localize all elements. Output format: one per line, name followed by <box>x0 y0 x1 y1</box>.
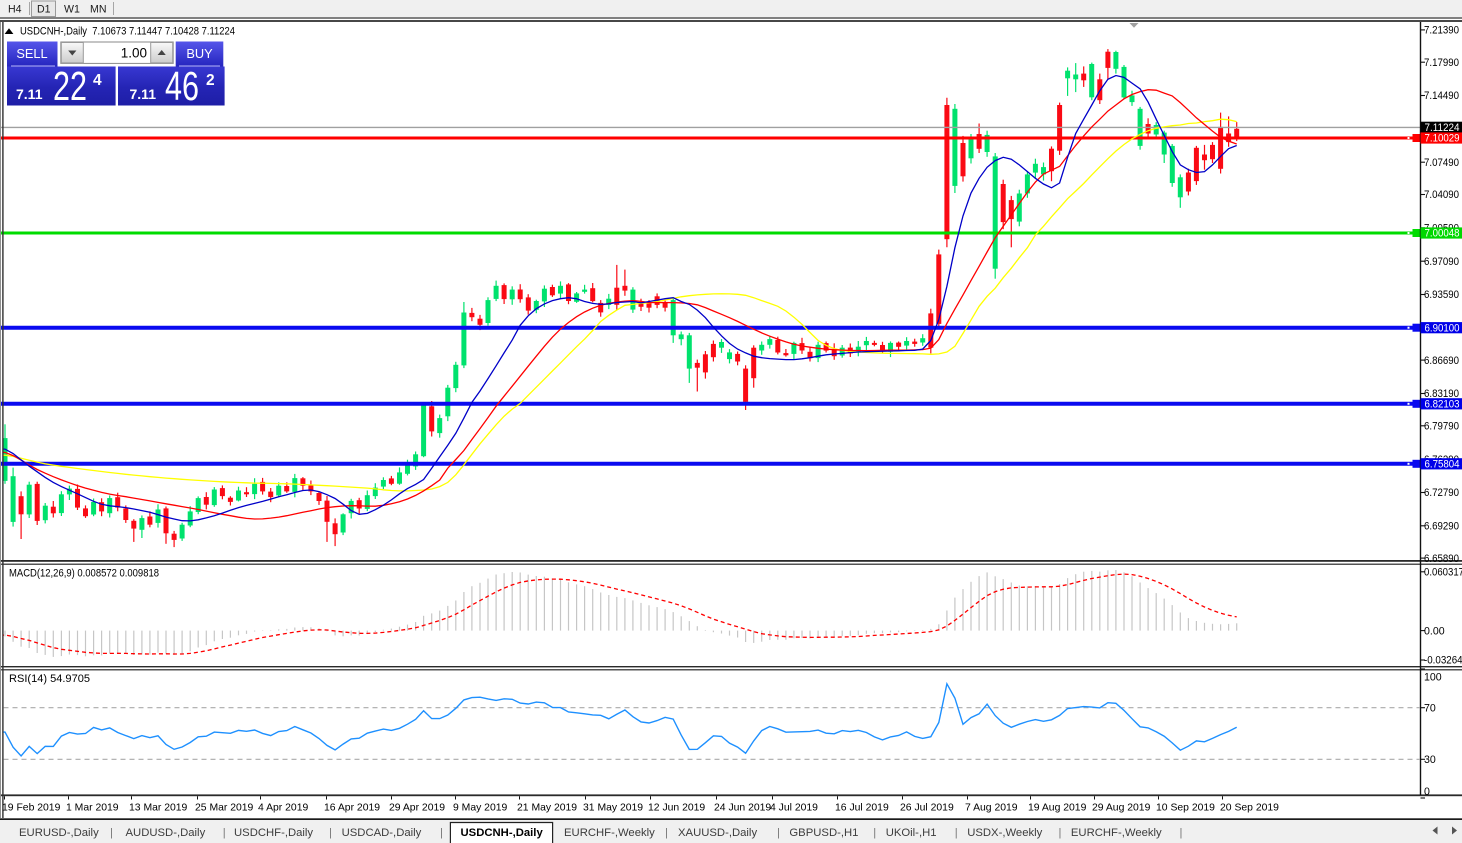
svg-text:GBPUSD-,H1: GBPUSD-,H1 <box>789 827 858 839</box>
svg-text:9 May 2019: 9 May 2019 <box>453 803 508 814</box>
svg-text:XAUUSD-,Daily: XAUUSD-,Daily <box>678 827 757 839</box>
svg-text:29 Aug 2019: 29 Aug 2019 <box>1092 803 1151 814</box>
svg-text:-0.032648: -0.032648 <box>1424 655 1462 667</box>
svg-text:EURCHF-,Weekly: EURCHF-,Weekly <box>1071 827 1162 839</box>
svg-text:30: 30 <box>1424 754 1436 766</box>
svg-text:|: | <box>110 827 113 839</box>
svg-text:7.11224: 7.11224 <box>1425 122 1460 134</box>
svg-text:12 Jun 2019: 12 Jun 2019 <box>648 803 705 814</box>
svg-text:|: | <box>955 827 958 839</box>
svg-text:7.04090: 7.04090 <box>1424 189 1459 201</box>
svg-text:USDCNH-,Daily 7.10673 7.11447: USDCNH-,Daily 7.10673 7.11447 7.10428 7.… <box>20 26 235 38</box>
svg-text:70: 70 <box>1424 702 1436 714</box>
svg-text:SELL: SELL <box>16 46 47 61</box>
svg-text:MACD(12,26,9) 0.008572 0.00981: MACD(12,26,9) 0.008572 0.009818 <box>9 568 159 580</box>
svg-text:|: | <box>329 827 332 839</box>
svg-text:D1: D1 <box>37 4 51 16</box>
svg-text:|: | <box>665 827 668 839</box>
svg-text:|: | <box>440 827 443 839</box>
svg-text:MN: MN <box>90 4 106 16</box>
svg-text:16 Jul 2019: 16 Jul 2019 <box>835 803 889 814</box>
svg-text:4 Apr 2019: 4 Apr 2019 <box>258 803 308 814</box>
svg-text:7.00048: 7.00048 <box>1425 228 1460 240</box>
svg-text:BUY: BUY <box>186 46 213 61</box>
svg-text:USDX-,Weekly: USDX-,Weekly <box>967 827 1042 839</box>
svg-text:|: | <box>873 827 876 839</box>
svg-text:|: | <box>1059 827 1062 839</box>
svg-text:UKOil-,H1: UKOil-,H1 <box>886 827 937 839</box>
svg-text:7 Aug 2019: 7 Aug 2019 <box>965 803 1018 814</box>
svg-text:19 Aug 2019: 19 Aug 2019 <box>1028 803 1087 814</box>
svg-text:100: 100 <box>1424 672 1442 684</box>
svg-text:W1: W1 <box>64 4 80 16</box>
svg-text:26 Jul 2019: 26 Jul 2019 <box>900 803 954 814</box>
svg-text:6.79790: 6.79790 <box>1424 421 1459 433</box>
svg-text:1 Mar 2019: 1 Mar 2019 <box>66 803 119 814</box>
svg-text:2: 2 <box>206 72 215 89</box>
svg-text:13 Mar 2019: 13 Mar 2019 <box>129 803 188 814</box>
svg-text:24 Jun 2019: 24 Jun 2019 <box>714 803 771 814</box>
svg-text:6.69290: 6.69290 <box>1424 521 1459 533</box>
svg-text:4: 4 <box>93 72 102 89</box>
svg-text:6.82103: 6.82103 <box>1425 399 1460 411</box>
svg-text:7.10029: 7.10029 <box>1425 133 1460 145</box>
svg-text:25 Mar 2019: 25 Mar 2019 <box>195 803 254 814</box>
svg-text:6.83190: 6.83190 <box>1424 388 1459 400</box>
svg-text:0: 0 <box>1424 786 1430 798</box>
svg-text:RSI(14) 54.9705: RSI(14) 54.9705 <box>9 673 90 685</box>
svg-text:6.72790: 6.72790 <box>1424 487 1459 499</box>
svg-text:|: | <box>223 827 226 839</box>
svg-text:7.07490: 7.07490 <box>1424 157 1459 169</box>
svg-text:AUDUSD-,Daily: AUDUSD-,Daily <box>126 827 206 839</box>
svg-text:6.97090: 6.97090 <box>1424 256 1459 268</box>
svg-text:EURUSD-,Daily: EURUSD-,Daily <box>19 827 99 839</box>
svg-text:USDCHF-,Daily: USDCHF-,Daily <box>234 827 313 839</box>
svg-text:|: | <box>777 827 780 839</box>
svg-text:7.11: 7.11 <box>130 86 157 102</box>
svg-text:1.00: 1.00 <box>121 46 147 61</box>
svg-text:6.75804: 6.75804 <box>1425 459 1460 471</box>
svg-text:7.21390: 7.21390 <box>1424 25 1459 37</box>
svg-text:6.90100: 6.90100 <box>1425 322 1460 334</box>
svg-text:0.00: 0.00 <box>1424 625 1445 637</box>
svg-text:EURCHF-,Weekly: EURCHF-,Weekly <box>564 827 655 839</box>
svg-text:H4: H4 <box>8 4 22 16</box>
svg-text:31 May 2019: 31 May 2019 <box>583 803 643 814</box>
svg-text:22: 22 <box>53 63 87 109</box>
svg-text:7.17990: 7.17990 <box>1424 57 1459 69</box>
svg-text:20 Sep 2019: 20 Sep 2019 <box>1220 803 1279 814</box>
svg-text:USDCNH-,Daily: USDCNH-,Daily <box>461 827 544 839</box>
svg-text:10 Sep 2019: 10 Sep 2019 <box>1156 803 1215 814</box>
svg-text:7.11: 7.11 <box>16 86 43 102</box>
svg-text:|: | <box>1180 827 1183 839</box>
svg-text:46: 46 <box>165 63 199 109</box>
svg-text:6.93590: 6.93590 <box>1424 289 1459 301</box>
svg-text:29 Apr 2019: 29 Apr 2019 <box>389 803 445 814</box>
svg-text:6.65890: 6.65890 <box>1424 553 1459 565</box>
svg-text:USDCAD-,Daily: USDCAD-,Daily <box>342 827 422 839</box>
svg-text:19 Feb 2019: 19 Feb 2019 <box>2 803 61 814</box>
svg-text:16 Apr 2019: 16 Apr 2019 <box>324 803 380 814</box>
svg-text:0.060317: 0.060317 <box>1424 567 1462 579</box>
svg-text:21 May 2019: 21 May 2019 <box>517 803 577 814</box>
svg-text:6.86690: 6.86690 <box>1424 355 1459 367</box>
svg-text:7.14490: 7.14490 <box>1424 90 1459 102</box>
svg-text:4 Jul 2019: 4 Jul 2019 <box>770 803 818 814</box>
